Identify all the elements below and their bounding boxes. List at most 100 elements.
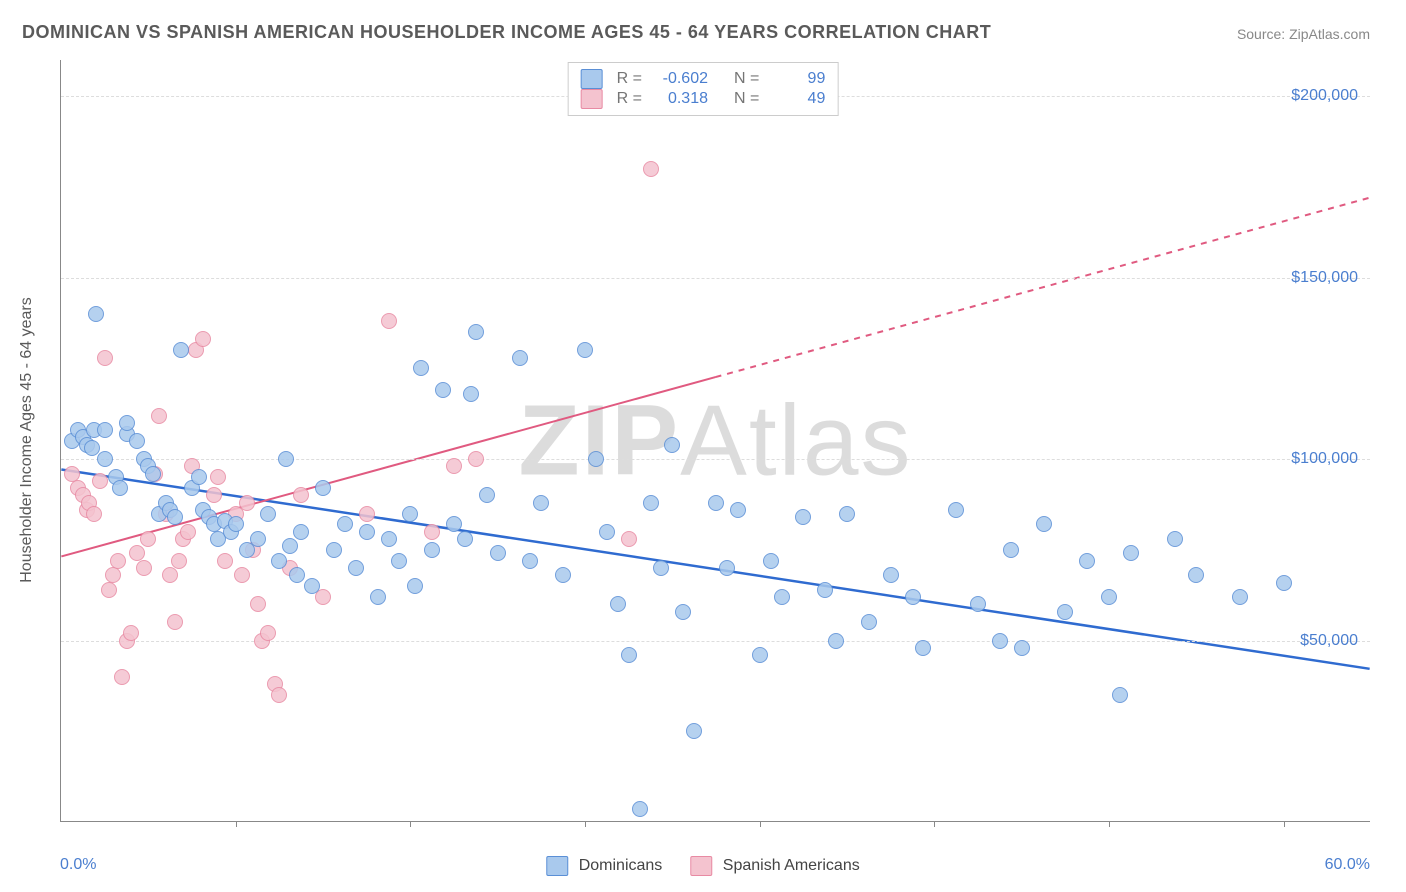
data-point-spanish-americans [643,161,659,177]
n-value: 49 [767,90,825,108]
data-point-spanish-americans [97,350,113,366]
data-point-spanish-americans [468,451,484,467]
y-tick-label: $100,000 [1291,450,1358,468]
source-label: Source: [1237,26,1285,42]
data-point-dominicans [468,324,484,340]
data-point-dominicans [643,495,659,511]
data-point-dominicans [664,437,680,453]
y-tick-label: $50,000 [1300,632,1358,650]
data-point-dominicans [828,633,844,649]
data-point-dominicans [1014,640,1030,656]
data-point-dominicans [271,553,287,569]
square-icon [690,856,712,876]
data-point-dominicans [463,386,479,402]
data-point-dominicans [97,422,113,438]
data-point-spanish-americans [86,506,102,522]
data-point-spanish-americans [206,487,222,503]
data-point-spanish-americans [250,596,266,612]
data-point-spanish-americans [140,531,156,547]
data-point-dominicans [173,342,189,358]
data-point-dominicans [119,415,135,431]
data-point-dominicans [112,480,128,496]
data-point-dominicans [1112,687,1128,703]
data-point-dominicans [293,524,309,540]
data-point-dominicans [446,516,462,532]
legend-item-dominicans: Dominicans [546,856,662,876]
plot-area: ZIPAtlas $50,000$100,000$150,000$200,000 [60,60,1370,822]
data-point-dominicans [1276,575,1292,591]
data-point-dominicans [512,350,528,366]
data-point-dominicans [533,495,549,511]
legend-item-spanish-americans: Spanish Americans [690,856,859,876]
y-tick-label: $200,000 [1291,87,1358,105]
data-point-spanish-americans [110,553,126,569]
data-point-dominicans [260,506,276,522]
data-point-spanish-americans [293,487,309,503]
data-point-dominicans [610,596,626,612]
chart-title: DOMINICAN VS SPANISH AMERICAN HOUSEHOLDE… [22,22,991,43]
data-point-dominicans [948,502,964,518]
correlation-legend: R = -0.602 N = 99 R = 0.318 N = 49 [568,62,839,116]
data-point-dominicans [337,516,353,532]
trend-lines-svg [61,60,1370,821]
data-point-dominicans [817,582,833,598]
data-point-spanish-americans [210,469,226,485]
data-point-spanish-americans [180,524,196,540]
data-point-dominicans [915,640,931,656]
data-point-dominicans [1057,604,1073,620]
data-point-dominicans [1079,553,1095,569]
x-tick [1109,821,1110,827]
data-point-dominicans [752,647,768,663]
gridline [61,278,1370,279]
r-label: R = [617,70,642,88]
chart-container: DOMINICAN VS SPANISH AMERICAN HOUSEHOLDE… [0,0,1406,892]
data-point-dominicans [304,578,320,594]
data-point-dominicans [289,567,305,583]
data-point-dominicans [861,614,877,630]
data-point-dominicans [719,560,735,576]
data-point-dominicans [599,524,615,540]
data-point-dominicans [278,451,294,467]
data-point-dominicans [359,524,375,540]
data-point-dominicans [326,542,342,558]
data-point-dominicans [675,604,691,620]
r-value: 0.318 [650,90,708,108]
correlation-row-dominicans: R = -0.602 N = 99 [581,69,826,89]
x-tick [236,821,237,827]
data-point-spanish-americans [359,506,375,522]
data-point-spanish-americans [381,313,397,329]
data-point-dominicans [250,531,266,547]
data-point-dominicans [407,578,423,594]
data-point-spanish-americans [123,625,139,641]
data-point-dominicans [490,545,506,561]
data-point-dominicans [167,509,183,525]
data-point-dominicans [370,589,386,605]
data-point-dominicans [1003,542,1019,558]
data-point-spanish-americans [195,331,211,347]
data-point-spanish-americans [167,614,183,630]
x-tick [410,821,411,827]
data-point-dominicans [129,433,145,449]
data-point-spanish-americans [162,567,178,583]
data-point-dominicans [457,531,473,547]
data-point-spanish-americans [446,458,462,474]
source-link[interactable]: ZipAtlas.com [1289,26,1370,42]
data-point-spanish-americans [424,524,440,540]
r-value: -0.602 [650,70,708,88]
y-axis-label: Householder Income Ages 45 - 64 years [18,297,36,583]
square-icon [581,69,603,89]
data-point-dominicans [1101,589,1117,605]
watermark: ZIPAtlas [519,383,913,498]
data-point-dominicans [315,480,331,496]
data-point-dominicans [97,451,113,467]
data-point-dominicans [381,531,397,547]
data-point-dominicans [402,506,418,522]
data-point-dominicans [1036,516,1052,532]
trend-line [716,198,1370,377]
x-tick [934,821,935,827]
data-point-dominicans [413,360,429,376]
data-point-spanish-americans [234,567,250,583]
x-axis-max-label: 60.0% [1325,856,1370,874]
data-point-dominicans [479,487,495,503]
data-point-dominicans [588,451,604,467]
